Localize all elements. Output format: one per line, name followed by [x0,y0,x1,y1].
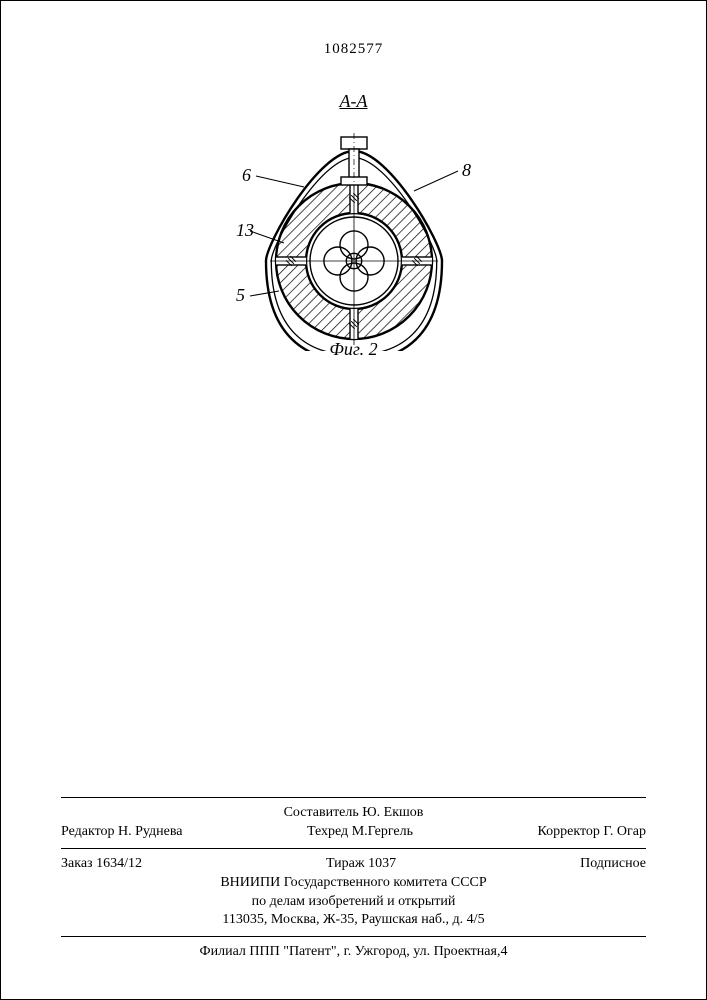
address-line: 113035, Москва, Ж-35, Раушская наб., д. … [61,911,646,930]
tech-editor-cell: Техред М.Гергель [307,823,413,842]
compiler-label: Составитель [284,805,359,820]
compiler-line: Составитель Ю. Екшов [61,804,646,823]
branch-line: Филиал ППП "Патент", г. Ужгород, ул. Про… [61,943,646,962]
callout-5: 5 [236,285,245,305]
staff-row: Редактор Н. Руднева Техред М.Гергель Кор… [61,823,646,842]
callout-6: 6 [242,165,251,185]
divider [61,936,646,937]
compiler-name: Ю. Екшов [362,805,423,820]
order-cell: Заказ 1634/12 [61,855,142,874]
figure-container: 6 13 5 8 [1,101,706,351]
circulation-cell: Тираж 1037 [326,855,396,874]
callout-8: 8 [462,160,471,180]
org-line-2: по делам изобретений и открытий [61,893,646,912]
page-frame: 1082577 А-А 61358 Фиг. 2 Составитель Ю. … [0,0,707,1000]
figure-svg: 6 13 5 8 [224,101,484,351]
org-line-1: ВНИИПИ Государственного комитета СССР [61,874,646,893]
corrector-cell: Корректор Г. Огар [538,823,647,842]
divider [61,797,646,798]
editor-cell: Редактор Н. Руднева [61,823,183,842]
callout-13: 13 [236,220,254,240]
divider [61,848,646,849]
figure-caption: Фиг. 2 [1,339,706,360]
document-number: 1082577 [1,41,706,58]
print-row: Заказ 1634/12 Тираж 1037 Подписное [61,855,646,874]
subscription-cell: Подписное [580,855,646,874]
colophon-block: Составитель Ю. Екшов Редактор Н. Руднева… [61,791,646,962]
